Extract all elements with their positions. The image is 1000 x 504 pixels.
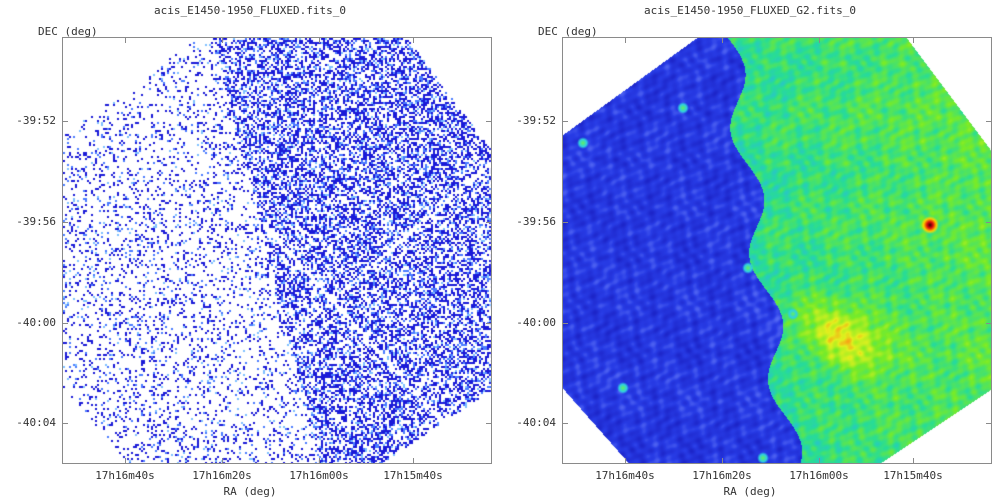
- y-tick-label: -39:52: [516, 114, 556, 127]
- y-tick-mark: [486, 423, 492, 424]
- x-axis-label: RA (deg): [723, 485, 777, 498]
- x-tick-mark: [819, 458, 820, 464]
- y-tick-mark: [62, 423, 68, 424]
- x-tick-mark: [125, 458, 126, 464]
- panel-title: acis_E1450-1950_FLUXED_G2.fits_0: [644, 4, 856, 17]
- y-tick-mark: [986, 423, 992, 424]
- x-tick-mark: [722, 37, 723, 43]
- x-tick-mark: [722, 458, 723, 464]
- x-tick-label: 17h15m40s: [883, 469, 943, 482]
- y-tick-mark: [562, 121, 568, 122]
- y-tick-label: -39:56: [516, 215, 556, 228]
- y-tick-mark: [986, 121, 992, 122]
- image-plot-area[interactable]: [62, 37, 492, 464]
- y-tick-label: -40:04: [516, 416, 556, 429]
- y-tick-label: -39:56: [16, 215, 56, 228]
- y-axis-label: DEC (deg): [38, 25, 98, 38]
- x-tick-label: 17h15m40s: [383, 469, 443, 482]
- y-tick-mark: [562, 323, 568, 324]
- y-tick-label: -40:00: [16, 316, 56, 329]
- y-tick-mark: [562, 423, 568, 424]
- x-tick-mark: [819, 37, 820, 43]
- y-tick-mark: [486, 121, 492, 122]
- y-tick-mark: [62, 222, 68, 223]
- x-tick-mark: [222, 37, 223, 43]
- x-tick-mark: [913, 458, 914, 464]
- x-tick-label: 17h16m40s: [95, 469, 155, 482]
- raw-counts-image: [63, 38, 491, 463]
- panel-title: acis_E1450-1950_FLUXED.fits_0: [153, 4, 347, 17]
- x-tick-mark: [625, 37, 626, 43]
- y-axis-label: DEC (deg): [538, 25, 598, 38]
- x-tick-label: 17h16m20s: [192, 469, 252, 482]
- y-tick-mark: [62, 121, 68, 122]
- x-tick-mark: [222, 458, 223, 464]
- panel-raw: acis_E1450-1950_FLUXED.fits_0 DEC (deg) …: [16, 4, 492, 498]
- x-tick-label: 17h16m00s: [789, 469, 849, 482]
- y-tick-mark: [986, 323, 992, 324]
- y-tick-label: -40:04: [16, 416, 56, 429]
- x-tick-mark: [125, 37, 126, 43]
- y-tick-mark: [486, 222, 492, 223]
- x-tick-mark: [319, 37, 320, 43]
- x-tick-label: 17h16m00s: [289, 469, 349, 482]
- y-tick-mark: [562, 222, 568, 223]
- image-plot-area[interactable]: [562, 37, 992, 464]
- x-tick-mark: [625, 458, 626, 464]
- smoothed-image: [563, 38, 991, 463]
- y-tick-label: -40:00: [516, 316, 556, 329]
- x-tick-label: 17h16m40s: [595, 469, 655, 482]
- x-tick-mark: [913, 37, 914, 43]
- x-tick-mark: [413, 37, 414, 43]
- y-tick-label: -39:52: [16, 114, 56, 127]
- x-tick-label: 17h16m20s: [692, 469, 752, 482]
- y-tick-mark: [986, 222, 992, 223]
- y-tick-mark: [62, 323, 68, 324]
- panel-smoothed: acis_E1450-1950_FLUXED_G2.fits_0 DEC (de…: [500, 0, 1000, 504]
- y-tick-mark: [486, 323, 492, 324]
- x-axis-label: RA (deg): [223, 485, 277, 498]
- x-tick-mark: [413, 458, 414, 464]
- x-tick-mark: [319, 458, 320, 464]
